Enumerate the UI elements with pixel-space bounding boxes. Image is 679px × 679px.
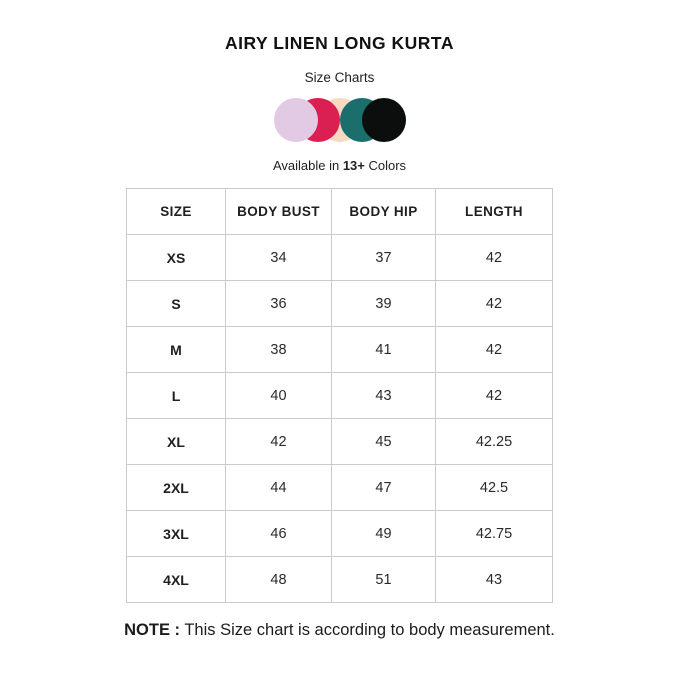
bust-value: 36 xyxy=(225,280,332,327)
hip-value: 51 xyxy=(331,556,436,603)
bust-value: 44 xyxy=(225,464,332,511)
size-charts-subtitle: Size Charts xyxy=(304,70,375,85)
note-text: NOTE : This Size chart is according to b… xyxy=(124,621,555,640)
column-header-size: SIZE xyxy=(126,188,226,235)
table-row: S 36 39 42 xyxy=(126,280,553,327)
length-value: 42 xyxy=(435,372,553,419)
availability-prefix: Available in xyxy=(272,158,343,173)
length-value: 42 xyxy=(435,280,553,327)
bust-value: 38 xyxy=(225,326,332,373)
length-value: 42.75 xyxy=(435,510,553,557)
column-header-body-hip: BODY HIP xyxy=(331,188,436,235)
column-header-body-bust: BODY BUST xyxy=(225,188,332,235)
size-label: 3XL xyxy=(126,510,226,557)
bust-value: 42 xyxy=(225,418,332,465)
color-swatch-black xyxy=(361,98,406,142)
size-label: L xyxy=(126,372,226,419)
length-value: 42 xyxy=(435,326,553,373)
table-row: M 38 41 42 xyxy=(126,326,553,373)
size-label: S xyxy=(126,280,226,327)
size-chart-table: SIZE BODY BUST BODY HIP LENGTH XS 34 37 … xyxy=(126,188,553,603)
page-title: AIRY LINEN LONG KURTA xyxy=(225,33,454,53)
size-label: XS xyxy=(126,234,226,281)
length-value: 43 xyxy=(435,556,553,603)
table-header-row: SIZE BODY BUST BODY HIP LENGTH xyxy=(126,188,553,235)
note-label: NOTE : xyxy=(124,621,181,639)
length-value: 42 xyxy=(435,234,553,281)
color-swatch-lavender xyxy=(273,98,318,142)
length-value: 42.5 xyxy=(435,464,553,511)
hip-value: 37 xyxy=(331,234,436,281)
bust-value: 48 xyxy=(225,556,332,603)
availability-suffix: Colors xyxy=(364,158,407,173)
size-label: 2XL xyxy=(126,464,226,511)
hip-value: 43 xyxy=(331,372,436,419)
hip-value: 45 xyxy=(331,418,436,465)
bust-value: 46 xyxy=(225,510,332,557)
bust-value: 40 xyxy=(225,372,332,419)
table-row: 2XL 44 47 42.5 xyxy=(126,464,553,511)
availability-text: Available in 13+ Colors xyxy=(273,158,406,173)
hip-value: 49 xyxy=(331,510,436,557)
table-row: XL 42 45 42.25 xyxy=(126,418,553,465)
hip-value: 47 xyxy=(331,464,436,511)
hip-value: 39 xyxy=(331,280,436,327)
column-header-length: LENGTH xyxy=(435,188,553,235)
size-label: 4XL xyxy=(126,556,226,603)
note-body: This Size chart is according to body mea… xyxy=(180,621,555,639)
length-value: 42.25 xyxy=(435,418,553,465)
hip-value: 41 xyxy=(331,326,436,373)
table-row: 4XL 48 51 43 xyxy=(126,556,553,603)
size-label: XL xyxy=(126,418,226,465)
table-row: XS 34 37 42 xyxy=(126,234,553,281)
color-swatch-group xyxy=(273,98,406,142)
table-row: L 40 43 42 xyxy=(126,372,553,419)
bust-value: 34 xyxy=(225,234,332,281)
table-row: 3XL 46 49 42.75 xyxy=(126,510,553,557)
size-label: M xyxy=(126,326,226,373)
availability-count: 13+ xyxy=(342,158,365,173)
